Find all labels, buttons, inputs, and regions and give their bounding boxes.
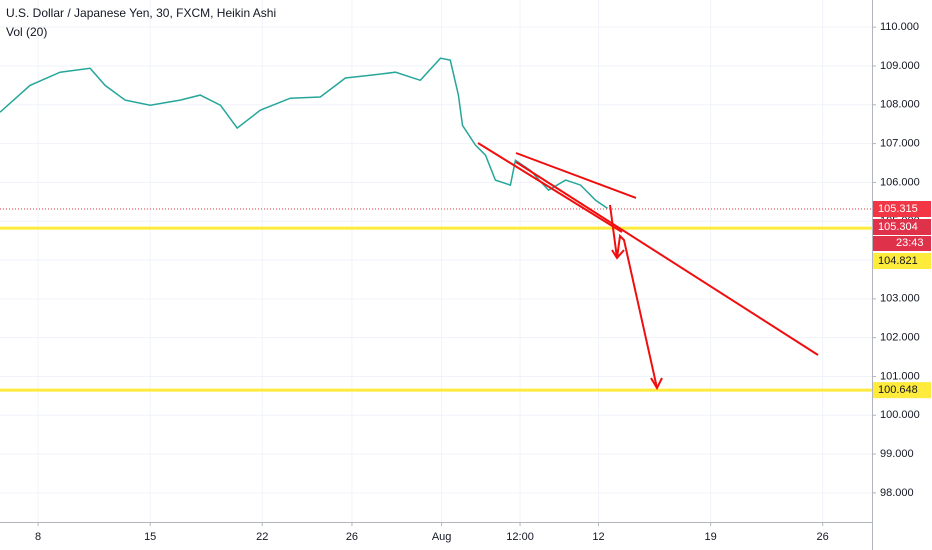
y-tick-label: 101.000: [880, 370, 920, 382]
trend-line: [515, 152, 637, 199]
chart-title: U.S. Dollar / Japanese Yen, 30, FXCM, He…: [6, 6, 276, 20]
price-tag: [873, 218, 931, 235]
countdown-tag: [873, 235, 931, 251]
price-tag: [873, 382, 931, 399]
price-tag: [873, 200, 931, 217]
x-tick-label: 26: [817, 531, 829, 543]
price-tag: [873, 252, 931, 269]
y-tick-label: 103.000: [880, 293, 920, 305]
trend-line: [477, 142, 623, 233]
indicator-label: Vol (20): [6, 25, 47, 39]
x-tick-label: Aug: [432, 531, 452, 543]
y-tick-label: 110.000: [880, 21, 919, 33]
price-tag-label: 100.648: [878, 384, 918, 396]
y-tick-label: 108.000: [880, 99, 920, 111]
x-tick-label: 22: [256, 531, 268, 543]
y-tick-label: 100.000: [880, 409, 920, 421]
y-tick-label: 106.000: [880, 176, 920, 188]
price-tag-label: 105.304: [878, 221, 918, 233]
y-tick-label: 107.000: [880, 138, 920, 150]
y-tick-label: 102.000: [880, 332, 920, 344]
countdown: 23:43: [896, 237, 924, 249]
price-tag-label: 104.821: [878, 255, 918, 267]
x-tick-label: 15: [144, 531, 156, 543]
price-tag-label: 105.315: [878, 203, 918, 215]
y-tick-label: 109.000: [880, 60, 920, 72]
y-tick-label: 98.000: [880, 487, 914, 499]
x-tick-label: 12: [592, 531, 604, 543]
trend-line: [515, 161, 819, 356]
x-tick-label: 8: [35, 531, 41, 543]
y-tick-label: 99.000: [880, 448, 914, 460]
arrow: [609, 204, 618, 259]
x-tick-label: 12:00: [506, 531, 534, 543]
x-tick-label: 19: [704, 531, 716, 543]
arrow: [616, 233, 658, 389]
x-tick-label: 26: [346, 531, 358, 543]
arrow-head: [650, 377, 663, 391]
drawings: [477, 142, 819, 391]
